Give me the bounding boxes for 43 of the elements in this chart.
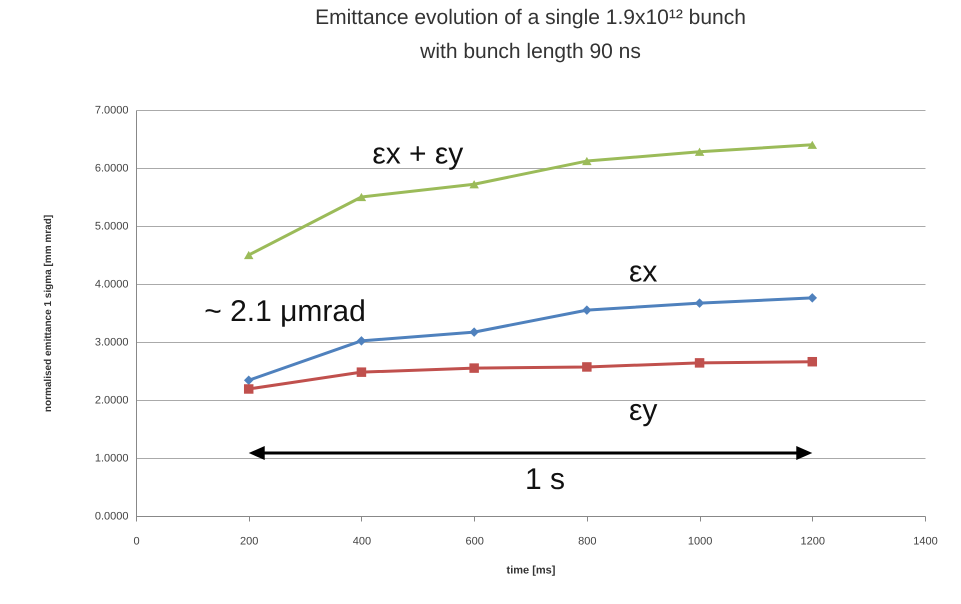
point: [244, 250, 254, 260]
x-tick-label: 400: [352, 536, 372, 548]
text: Emittance evolution of a single 1.9x10¹² bunch: [315, 6, 746, 29]
point: [808, 293, 818, 303]
y-axis-title: normalised emittance 1 sigma [mm mrad]: [42, 214, 54, 412]
x-tick-label: 0: [133, 536, 140, 548]
annotation: 1 s: [524, 463, 566, 496]
y-tick-label: 6.0000: [94, 162, 128, 174]
point: [356, 367, 366, 377]
annotation: ~ 2.1 μmrad: [204, 295, 366, 328]
x-axis-title: time [ms]: [506, 564, 556, 576]
point: [244, 384, 254, 394]
point: [808, 356, 818, 366]
point: [582, 305, 592, 315]
point: [469, 363, 479, 373]
point: [356, 192, 366, 202]
y-tick-label: 5.0000: [94, 220, 128, 232]
point: [469, 327, 479, 337]
x-tick-label: 1000: [688, 536, 712, 548]
point: [694, 358, 704, 368]
y-tick-label: 1.0000: [94, 452, 128, 464]
point: [356, 336, 366, 346]
point: [582, 156, 592, 166]
text: with bunch length 90 ns: [420, 40, 641, 63]
point: [808, 140, 818, 149]
y-tick-label: 0.0000: [94, 510, 128, 522]
point: [582, 362, 592, 372]
y-tick-label: 7.0000: [94, 104, 128, 116]
point: [244, 376, 254, 386]
x-tick-label: 1200: [800, 536, 826, 548]
x-tick-label: 200: [240, 536, 258, 548]
x-tick-label: 800: [578, 536, 597, 548]
x-tick-label: 600: [465, 536, 484, 548]
point: [694, 298, 704, 308]
series-label: εx + εy: [372, 138, 464, 171]
y-tick-label: 2.0000: [94, 394, 128, 406]
point: [469, 180, 479, 188]
y-tick-label: 3.0000: [94, 336, 128, 348]
series-label: εy: [629, 394, 658, 427]
x-tick-label: 1400: [913, 536, 938, 548]
y-tick-label: 4.0000: [94, 278, 128, 290]
point: [694, 148, 704, 156]
series-label: εx: [629, 256, 658, 289]
